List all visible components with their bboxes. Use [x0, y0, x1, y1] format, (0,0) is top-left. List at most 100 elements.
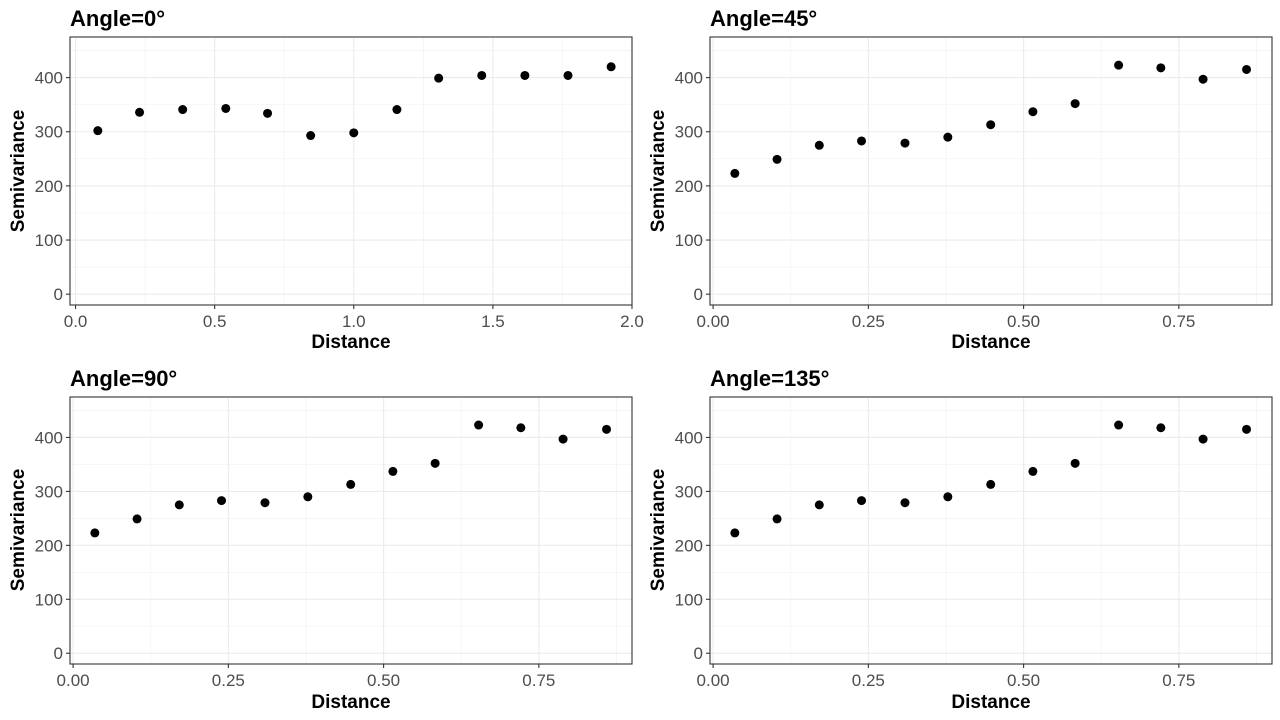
x-axis-title: Distance [951, 692, 1030, 713]
data-point [1156, 423, 1166, 433]
y-tick-label: 0 [54, 644, 63, 663]
plot-area: 0.00 0.25 0.50 0.75 0 100 200 300 400 [675, 36, 1273, 331]
panel-title: Angle=0° [70, 6, 165, 31]
data-point [563, 70, 573, 80]
y-axis-title: Semivariance [8, 110, 29, 233]
data-point [93, 126, 103, 136]
x-tick-label: 2.0 [620, 312, 644, 331]
x-tick-label: 0.50 [1007, 671, 1040, 690]
data-point [943, 132, 953, 142]
y-tick-label: 300 [675, 482, 703, 501]
y-tick-label: 400 [675, 69, 703, 88]
data-point [1070, 458, 1080, 468]
y-tick-label: 400 [675, 428, 703, 447]
data-point [174, 500, 184, 510]
x-tick-label: 0.50 [367, 671, 400, 690]
y-tick-label: 0 [54, 285, 63, 304]
data-point [772, 514, 782, 524]
data-point [263, 108, 273, 118]
data-point [217, 496, 227, 506]
data-point [943, 492, 953, 502]
data-point [135, 107, 145, 117]
x-tick-label: 0.0 [64, 312, 88, 331]
x-tick-label: 0.25 [852, 312, 885, 331]
y-tick-label: 100 [35, 590, 63, 609]
x-tick-label: 0.5 [203, 312, 227, 331]
data-point [814, 140, 824, 150]
y-tick-label: 200 [35, 177, 63, 196]
data-point [132, 514, 142, 524]
panel-angle-90: Angle=90° 0.00 0.25 0.50 0.750100200300400 … [8, 366, 633, 713]
y-tick-label: 400 [35, 69, 63, 88]
y-tick-label: 200 [35, 536, 63, 555]
data-point [1242, 424, 1252, 434]
y-tick-label: 300 [35, 123, 63, 142]
data-point [1198, 74, 1208, 84]
data-point [306, 131, 316, 141]
y-tick-label: 100 [675, 590, 703, 609]
x-tick-label: 0.75 [522, 671, 555, 690]
data-point [477, 70, 487, 80]
x-axis-title: Distance [311, 692, 390, 713]
data-point [388, 466, 398, 476]
panel-title: Angle=135° [710, 366, 829, 391]
data-point [606, 62, 616, 72]
data-point [814, 500, 824, 510]
panel-angle-45: Angle=45° 0.00 0.25 0.50 0.750100200300400 … [648, 6, 1273, 353]
data-point [430, 458, 440, 468]
data-point [434, 73, 444, 83]
data-point [1114, 60, 1124, 70]
x-tick-label: 0.00 [697, 312, 730, 331]
data-point [349, 128, 359, 138]
data-point [900, 138, 910, 148]
panel-title: Angle=45° [710, 6, 817, 31]
panel-border [709, 396, 1273, 665]
x-tick-label: 0.75 [1162, 312, 1195, 331]
data-point [730, 168, 740, 178]
data-point [986, 479, 996, 489]
y-tick-label: 100 [35, 231, 63, 250]
panel-border [69, 36, 633, 306]
x-axis-title: Distance [951, 332, 1030, 353]
data-point [1156, 63, 1166, 73]
x-tick-label: 1.0 [342, 312, 366, 331]
data-point [1070, 99, 1080, 109]
x-tick-label: 0.25 [852, 671, 885, 690]
plot-area: 0.0 0.5 1.0 1.5 2.0 0 100 200 300 400 [35, 36, 644, 331]
plot-area: 0.00 0.25 0.50 0.75 0 100 200 300 400 [35, 396, 633, 690]
panel-border [69, 396, 633, 665]
x-tick-label: 0.00 [697, 671, 730, 690]
y-tick-label: 200 [675, 536, 703, 555]
data-point [1198, 434, 1208, 444]
panel-angle-135: Angle=135° 0.00 0.25 0.50 0.75 0 100 200 300 400… [648, 366, 1273, 713]
data-point [303, 492, 313, 502]
data-point [730, 528, 740, 538]
panel-angle-0: Angle=0° 0.0 0.5 1.0 1.5 2.0 0 100 200 300 400 Di… [8, 6, 644, 353]
x-axis-title: Distance [311, 332, 390, 353]
y-axis-title: Semivariance [8, 469, 29, 592]
data-point [900, 498, 910, 508]
panel-border [709, 36, 1273, 306]
data-point [178, 105, 188, 115]
data-point [474, 420, 484, 430]
y-axis-title: Semivariance [648, 469, 669, 592]
data-point [221, 103, 231, 113]
plot-area: 0.00 0.25 0.50 0.75 0 100 200 300 400 [675, 396, 1273, 690]
data-point [857, 496, 867, 506]
data-point [1028, 466, 1038, 476]
data-point [1028, 107, 1038, 117]
y-axis-title: Semivariance [648, 110, 669, 233]
x-tick-label: 0.25 [212, 671, 245, 690]
data-point [520, 70, 530, 80]
y-tick-label: 100 [675, 231, 703, 250]
panel-title: Angle=90° [70, 366, 177, 391]
x-tick-label: 0.75 [1162, 671, 1195, 690]
data-point [857, 136, 867, 146]
data-point [558, 434, 568, 444]
data-point [392, 105, 402, 115]
x-tick-label: 0.00 [57, 671, 90, 690]
y-tick-label: 300 [675, 123, 703, 142]
data-point [260, 498, 270, 508]
data-point [772, 154, 782, 164]
data-point [986, 120, 996, 130]
